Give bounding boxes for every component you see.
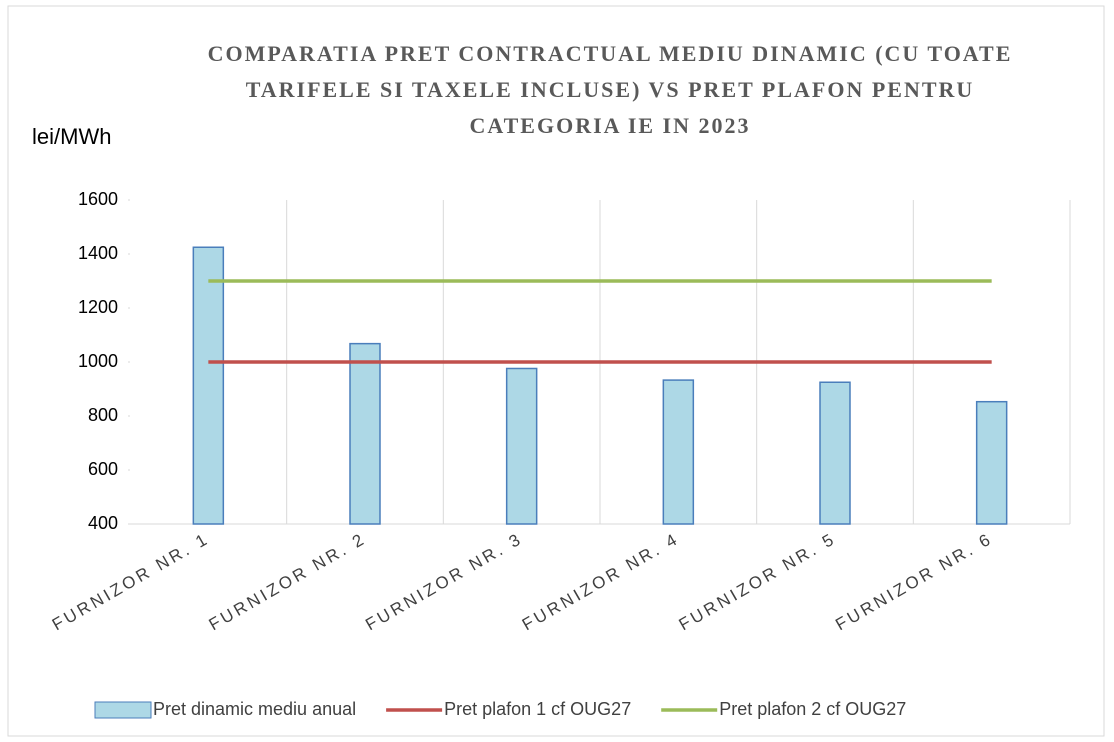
- chart-title: COMPARATIA PRET CONTRACTUAL MEDIU DINAMI…: [207, 41, 1013, 138]
- y-tick-label: 1000: [78, 351, 118, 371]
- bar: [505, 367, 538, 525]
- legend-label: Pret plafon 2 cf OUG27: [719, 699, 906, 719]
- legend-swatch: [94, 701, 152, 719]
- bar: [349, 342, 381, 525]
- legend-label: Pret dinamic mediu anual: [153, 699, 356, 719]
- y-tick-label: 1200: [78, 297, 118, 317]
- x-tick-label: FURNIZOR NR. 6: [832, 529, 996, 634]
- x-tick-label: FURNIZOR NR. 3: [362, 529, 526, 634]
- y-tick-label: 1600: [78, 189, 118, 209]
- y-tick-label: 600: [88, 459, 118, 479]
- y-tick-label: 800: [88, 405, 118, 425]
- chart-border: [7, 5, 1105, 737]
- x-tick-label: FURNIZOR NR. 2: [206, 529, 370, 634]
- x-tick-label: FURNIZOR NR. 1: [49, 529, 213, 634]
- legend: Pret dinamic mediu anual Pret plafon 1 cf…: [94, 699, 906, 719]
- x-tick-label: FURNIZOR NR. 4: [519, 529, 683, 634]
- bar: [662, 379, 695, 525]
- y-tick-label: 400: [88, 513, 118, 533]
- bar: [192, 246, 225, 525]
- bar: [975, 400, 1008, 525]
- y-tick-label: 1400: [78, 243, 118, 263]
- x-tick-label: FURNIZOR NR. 5: [676, 529, 840, 634]
- legend-label: Pret plafon 1 cf OUG27: [444, 699, 631, 719]
- bar: [819, 381, 851, 525]
- y-axis-label: lei/MWh: [32, 124, 111, 149]
